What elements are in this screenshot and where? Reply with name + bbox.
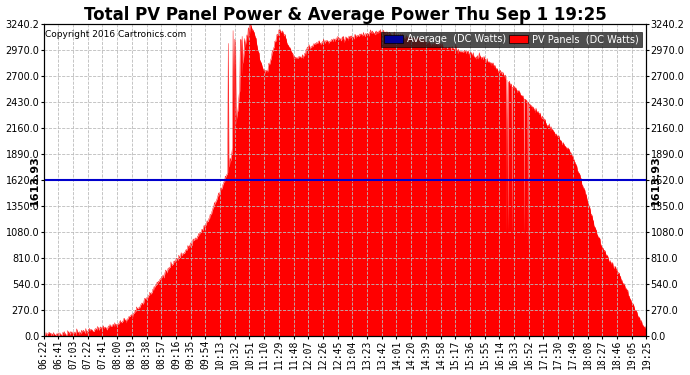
Text: Copyright 2016 Cartronics.com: Copyright 2016 Cartronics.com <box>45 30 186 39</box>
Text: 1613.93: 1613.93 <box>30 155 39 206</box>
Text: 1613.93: 1613.93 <box>651 155 660 206</box>
Legend: Average  (DC Watts), PV Panels  (DC Watts): Average (DC Watts), PV Panels (DC Watts) <box>381 32 642 46</box>
Title: Total PV Panel Power & Average Power Thu Sep 1 19:25: Total PV Panel Power & Average Power Thu… <box>83 6 607 24</box>
